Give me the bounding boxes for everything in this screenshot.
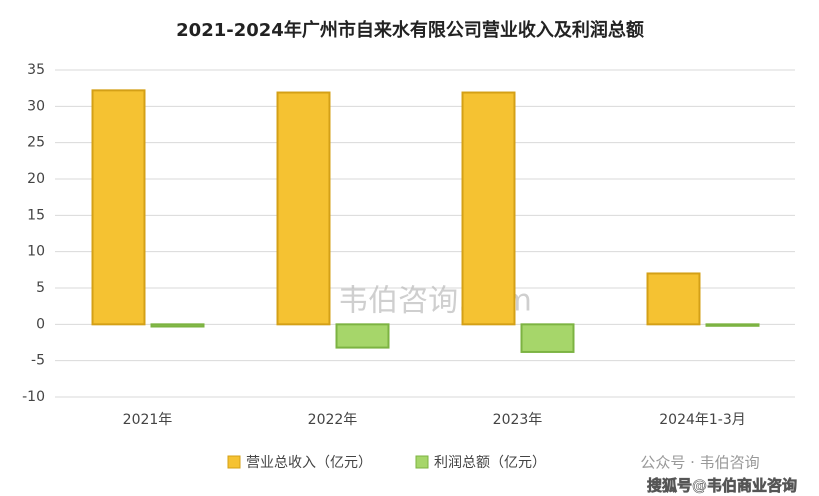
x-tick-label: 2023年 <box>493 412 543 428</box>
legend-swatch <box>227 455 241 469</box>
bar <box>705 323 760 327</box>
bar <box>335 323 390 349</box>
y-tick-label: 10 <box>27 244 45 260</box>
y-tick-label: 0 <box>36 316 45 332</box>
bar <box>276 91 331 326</box>
watermark: 搜狐号@韦伯商业咨询 <box>647 477 797 495</box>
legend-swatch <box>415 455 429 469</box>
bar <box>520 323 575 353</box>
x-tick-label: 2024年1-3月 <box>659 412 746 428</box>
legend-label: 利润总额（亿元） <box>434 455 546 471</box>
y-tick-label: 15 <box>27 207 45 223</box>
y-tick-label: 20 <box>27 171 45 187</box>
y-tick-label: 35 <box>27 62 45 78</box>
watermark: 公众号 · 韦伯咨询 <box>640 454 759 472</box>
bar <box>150 323 205 328</box>
bar <box>646 272 701 326</box>
y-tick-label: -5 <box>31 353 45 369</box>
legend-label: 营业总收入（亿元） <box>246 455 372 471</box>
bar <box>91 89 146 326</box>
chart-title: 2021-2024年广州市自来水有限公司营业收入及利润总额 <box>176 19 644 41</box>
bar <box>461 91 516 326</box>
y-tick-label: 5 <box>36 280 45 296</box>
x-tick-label: 2022年 <box>308 412 358 428</box>
y-tick-label: 30 <box>27 98 45 114</box>
y-tick-label: -10 <box>22 389 45 405</box>
x-tick-label: 2021年 <box>123 412 173 428</box>
y-tick-label: 25 <box>27 135 45 151</box>
